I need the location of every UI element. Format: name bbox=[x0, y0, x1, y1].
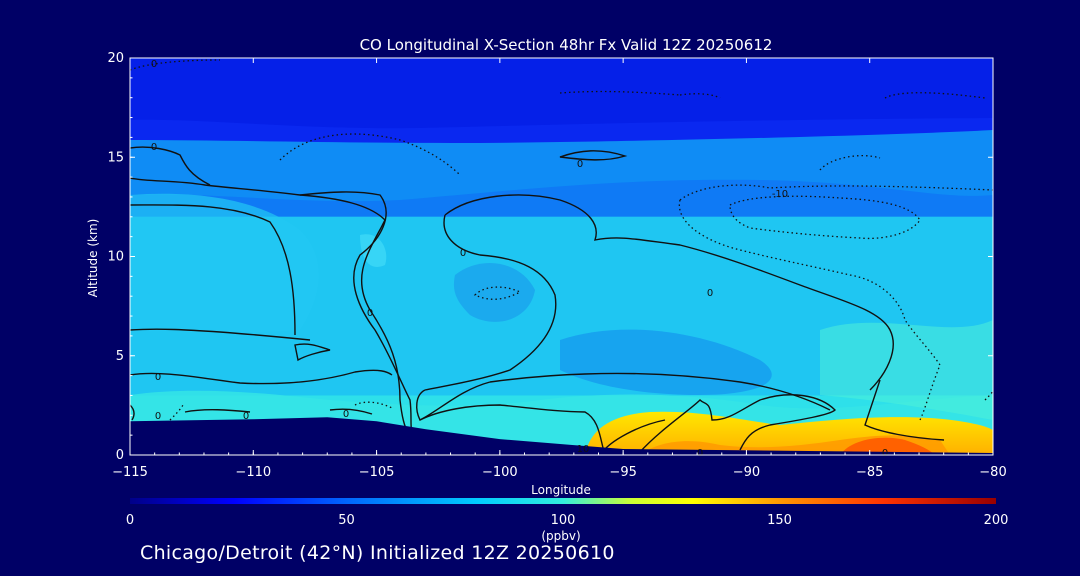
fill-band-transition bbox=[130, 130, 993, 202]
contour-label: 10 bbox=[577, 444, 590, 455]
colorbar-tick-label: 150 bbox=[767, 513, 792, 528]
contour-line-dotted bbox=[130, 59, 221, 71]
contour-label: 0 bbox=[367, 308, 373, 319]
contour-label: 0 bbox=[460, 248, 466, 259]
co-fill-region bbox=[453, 263, 535, 322]
contour-line bbox=[424, 214, 557, 391]
contour-line-dotted bbox=[884, 92, 986, 99]
x-tick-label: −110 bbox=[235, 465, 271, 480]
colorbar-ticks: 0 50 100 150 200 bbox=[126, 513, 1009, 528]
contour-line bbox=[130, 146, 211, 186]
contour-labels: 0 0 0 0 0 0 0 0 -10 0 0 0 10 0 bbox=[151, 59, 888, 459]
contour-line bbox=[360, 219, 409, 433]
contour-line bbox=[130, 369, 393, 385]
contour-line bbox=[130, 404, 135, 421]
x-tick-label: −105 bbox=[359, 465, 395, 480]
contour-line bbox=[130, 328, 311, 341]
terrain-mask bbox=[130, 417, 993, 455]
chart-title: CO Longitudinal X-Section 48hr Fx Valid … bbox=[360, 36, 773, 54]
contour-label: 0 bbox=[155, 372, 161, 383]
contour-line bbox=[184, 408, 251, 413]
y-tick-label: 20 bbox=[107, 51, 124, 66]
contour-line-dotted bbox=[819, 155, 881, 171]
x-tick-label: −85 bbox=[856, 465, 883, 480]
contour-label: 0 bbox=[151, 142, 157, 153]
contour-label: 0 bbox=[155, 411, 161, 422]
colorbar-tick-label: 200 bbox=[984, 513, 1009, 528]
contour-line bbox=[130, 204, 296, 336]
contour-line-dotted bbox=[729, 195, 921, 240]
contour-line bbox=[299, 191, 413, 433]
contour-line bbox=[444, 194, 894, 391]
contour-line bbox=[864, 379, 945, 441]
colorbar-tick-label: 100 bbox=[551, 513, 576, 528]
colorbar-tick-label: 0 bbox=[126, 513, 134, 528]
contour-label: 0 bbox=[697, 448, 703, 459]
contour-label: 0 bbox=[151, 59, 157, 70]
x-tick-label: −100 bbox=[482, 465, 518, 480]
contour-label: 0 bbox=[707, 288, 713, 299]
contour-line bbox=[419, 404, 606, 455]
colorbar: 0 50 100 150 200 (ppbv) bbox=[126, 498, 1009, 543]
contour-label: 0 bbox=[343, 409, 349, 420]
contour-line-dotted bbox=[679, 93, 721, 99]
co-contour-lines-negative bbox=[130, 59, 993, 421]
contour-line-dotted bbox=[678, 199, 941, 421]
contour-line bbox=[294, 343, 331, 362]
contour-line-dotted bbox=[169, 404, 184, 421]
y-tick-label: 15 bbox=[107, 150, 124, 165]
plot-area bbox=[130, 58, 993, 455]
contour-line bbox=[639, 394, 836, 453]
surface-plume-hotspot bbox=[840, 437, 935, 455]
contour-line bbox=[559, 150, 628, 161]
footer-caption: Chicago/Detroit (42°N) Initialized 12Z 2… bbox=[140, 542, 615, 564]
contour-line-dotted bbox=[679, 184, 993, 201]
terrain-polygon bbox=[130, 417, 993, 455]
contour-label: 0 bbox=[577, 159, 583, 170]
axis-ticks: −115 −110 −105 −100 −95 −90 −85 −80 0 5 10 15 20 bbox=[107, 51, 1006, 480]
x-tick-label: −95 bbox=[609, 465, 636, 480]
colorbar-tick-label: 50 bbox=[338, 513, 355, 528]
colorbar-strip bbox=[130, 498, 996, 504]
contour-line bbox=[329, 408, 373, 415]
colorbar-unit-label: (ppbv) bbox=[541, 529, 580, 543]
co-fill-region bbox=[820, 320, 993, 420]
x-tick-label: −115 bbox=[112, 465, 148, 480]
contour-label: 0 bbox=[243, 411, 249, 422]
y-tick-label: 10 bbox=[107, 250, 124, 265]
contour-line-dotted bbox=[279, 133, 461, 176]
x-tick-label: −80 bbox=[979, 465, 1006, 480]
contour-line-dotted bbox=[354, 401, 393, 409]
contour-label: 0 bbox=[882, 448, 888, 459]
y-axis-label: Altitude (km) bbox=[86, 219, 100, 298]
contour-line bbox=[130, 177, 386, 221]
co-fill-region bbox=[130, 193, 319, 333]
x-axis-label: Longitude bbox=[531, 483, 591, 497]
contour-label: -10 bbox=[772, 189, 788, 200]
y-tick-label: 5 bbox=[116, 349, 124, 364]
x-tick-label: −90 bbox=[733, 465, 760, 480]
y-tick-label: 0 bbox=[116, 448, 124, 463]
